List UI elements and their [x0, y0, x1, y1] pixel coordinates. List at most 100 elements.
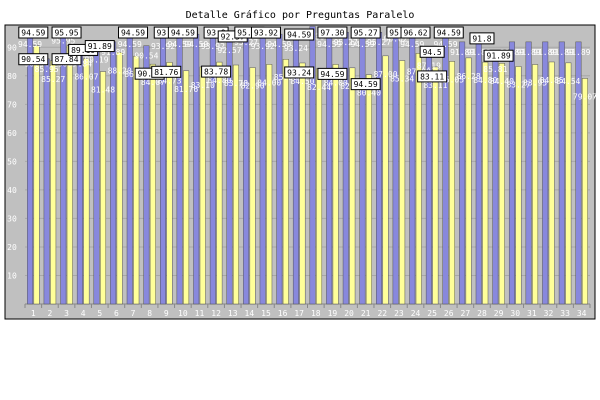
bar	[459, 41, 466, 305]
value-box	[18, 26, 49, 39]
y-tick-label: 70	[7, 100, 17, 109]
y-tick-label: 20	[7, 243, 17, 252]
x-tick-label: 2	[48, 309, 53, 318]
value-box	[18, 53, 49, 66]
bar	[216, 61, 223, 305]
value-box	[51, 26, 82, 39]
value-box	[419, 45, 445, 58]
bar	[532, 64, 539, 305]
bar-value-label: 93.92	[251, 42, 275, 51]
x-tick-label: 17	[294, 309, 304, 318]
bar	[548, 61, 555, 305]
bar-value-label: 84.00	[324, 78, 348, 87]
x-tick-label: 19	[328, 309, 338, 318]
bar-value-label: 84.07	[141, 78, 165, 87]
bar-value-label: 91.89	[101, 48, 125, 57]
bar	[243, 31, 250, 305]
bar-value-label: 91.89	[467, 48, 491, 57]
bar	[565, 62, 572, 305]
x-tick-label: 30	[510, 309, 520, 318]
bar-value-label: 94.59	[267, 40, 291, 49]
value-box	[350, 78, 381, 91]
bar-value-label: 94.59	[350, 40, 374, 49]
value-box-label: 94.59	[171, 29, 195, 38]
value-box-label: 94.59	[437, 29, 461, 38]
y-tick-label: 80	[7, 72, 17, 81]
bar	[542, 41, 549, 305]
bar-value-label: 91.89	[550, 48, 574, 57]
bar	[149, 63, 156, 305]
value-box-label: 87.84	[54, 55, 78, 64]
x-tick-label: 11	[195, 309, 205, 318]
bar	[498, 62, 505, 305]
bar	[432, 66, 439, 305]
x-tick-label: 25	[427, 309, 437, 318]
x-tick-label: 22	[377, 309, 387, 318]
bar	[349, 67, 356, 305]
x-tick-label: 23	[394, 309, 404, 318]
x-tick-label: 28	[477, 309, 487, 318]
x-tick-label: 14	[245, 309, 255, 318]
bar-value-label: 84.54	[556, 77, 580, 86]
x-tick-label: 12	[211, 309, 221, 318]
bar-value-label: 93.92	[201, 42, 225, 51]
bar-value-label: 93.24	[284, 44, 308, 53]
bar-value-label: 91.89	[566, 48, 590, 57]
value-box-label: 90.54	[138, 70, 162, 79]
value-box	[317, 67, 348, 80]
x-tick-label: 20	[344, 309, 354, 318]
y-tick-label: 40	[7, 186, 17, 195]
bar-value-label: 81.76	[174, 85, 198, 94]
bar-value-label: 94.59	[433, 40, 457, 49]
bar-value-label: 84.85	[540, 76, 564, 85]
bar-value-label: 84.00	[257, 78, 281, 87]
bar	[482, 61, 489, 305]
bar	[508, 41, 515, 305]
value-box-label: 91.8	[472, 34, 491, 43]
bar	[581, 78, 588, 305]
value-box-label: 93.92	[254, 29, 278, 38]
bar	[266, 64, 273, 305]
bar-value-label: 84.73	[157, 76, 181, 85]
value-box-label: 89.19	[71, 46, 95, 55]
x-tick-label: 10	[178, 309, 188, 318]
bar-value-label: 90.54	[134, 52, 158, 61]
value-box-label: 94.59	[354, 80, 378, 89]
bar-value-label: 96.62	[384, 34, 408, 43]
value-box	[350, 26, 381, 39]
x-tick-label: 8	[147, 309, 152, 318]
value-box-label: 96.62	[403, 29, 427, 38]
bar	[399, 60, 406, 305]
value-box-label: 95.27	[354, 29, 378, 38]
y-tick-label: 10	[7, 271, 17, 280]
bar-value-label: 86.07	[74, 72, 98, 81]
bar	[492, 58, 499, 305]
bar	[465, 57, 472, 305]
bar	[309, 26, 316, 305]
bars	[27, 26, 588, 305]
value-box-label: 94.5	[422, 48, 441, 57]
bar	[166, 62, 173, 305]
bar-value-label: 85.05	[440, 75, 464, 84]
bar	[249, 67, 256, 305]
bar	[415, 53, 422, 305]
bar-value-label: 88.20	[108, 66, 132, 75]
bar	[33, 45, 40, 305]
value-box	[167, 26, 198, 39]
bar	[525, 41, 532, 305]
bar-value-label: 94.59	[317, 40, 341, 49]
value-box-label: 95.95	[54, 29, 78, 38]
bar-value-label: 81.48	[91, 86, 115, 95]
bar	[43, 58, 50, 305]
bar-value-label: 82.90	[241, 82, 265, 91]
y-tick-label: 60	[7, 129, 17, 138]
bar-value-label: 95.27	[367, 38, 391, 47]
x-tick-label: 6	[114, 309, 119, 318]
x-tick-label: 27	[461, 309, 471, 318]
bar	[83, 58, 90, 305]
bar-value-label: 85.34	[390, 75, 414, 84]
x-tick-label: 15	[261, 309, 271, 318]
bar	[193, 33, 200, 305]
x-tick-label: 32	[544, 309, 554, 318]
